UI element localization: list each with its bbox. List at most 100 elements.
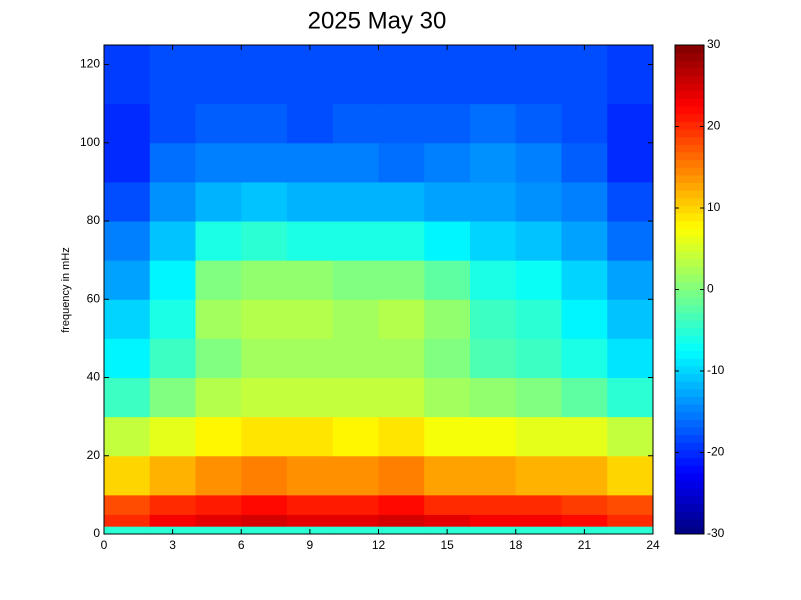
y-tick-label: 120 [80, 57, 100, 71]
heat-cell [515, 103, 562, 144]
heat-cell [607, 494, 654, 515]
colorbar-swatch [675, 373, 704, 382]
heat-cell [424, 514, 471, 527]
heat-cell [287, 416, 334, 457]
heat-cell [241, 45, 288, 105]
heat-cell [424, 455, 471, 496]
heat-cell [470, 299, 517, 339]
x-tick-label: 3 [169, 538, 176, 552]
y-axis-label: frequency in mHz [60, 247, 72, 333]
y-tick-label: 80 [87, 213, 101, 227]
heat-cell [470, 494, 517, 515]
heat-cell [104, 260, 151, 300]
colorbar-tick-label: -10 [707, 363, 725, 377]
y-tick-label: 60 [87, 291, 101, 305]
heat-cell [195, 377, 242, 418]
heat-cell [515, 260, 562, 300]
heat-cell [424, 142, 471, 183]
colorbar-swatch [675, 274, 704, 283]
colorbar-swatch [675, 213, 704, 222]
colorbar-swatch [675, 488, 704, 497]
heat-cell [287, 181, 334, 222]
x-tick-label: 24 [646, 538, 660, 552]
heat-cell [287, 455, 334, 496]
heat-cell [104, 416, 151, 457]
heat-cell [470, 514, 517, 527]
colorbar-tick-label: 20 [707, 119, 721, 133]
heat-cell [287, 221, 334, 261]
heat-cell [607, 338, 654, 379]
colorbar-swatch [675, 60, 704, 69]
heat-cell [470, 416, 517, 457]
heat-cell [332, 260, 379, 300]
colorbar-swatch [675, 350, 704, 359]
heat-cell [149, 142, 196, 183]
colorbar-swatch [675, 174, 704, 184]
colorbar-swatch [675, 52, 704, 61]
colorbar-swatch [675, 495, 704, 504]
colorbar-tick-label: 0 [707, 282, 714, 296]
colorbar-tick-label: 30 [707, 37, 721, 51]
colorbar-swatch [675, 503, 704, 512]
heat-cell [195, 455, 242, 496]
heat-cell [104, 181, 151, 222]
heat-cell [241, 455, 288, 496]
heat-cell [332, 455, 379, 496]
colorbar-swatch [675, 342, 704, 352]
heat-cell [195, 142, 242, 183]
heat-cell [515, 416, 562, 457]
heat-cell [332, 299, 379, 339]
heat-cell [149, 260, 196, 300]
colorbar-tick-label: -20 [707, 445, 725, 459]
colorbar-swatch [675, 526, 704, 535]
colorbar-swatch [675, 144, 704, 153]
heat-cell [104, 455, 151, 496]
colorbar-swatch [675, 365, 704, 375]
x-tick-label: 15 [440, 538, 454, 552]
heat-cell [104, 377, 151, 418]
heat-cell [424, 103, 471, 144]
x-tick-label: 12 [372, 538, 386, 552]
heat-cell [287, 338, 334, 379]
heat-cell [607, 455, 654, 496]
heat-cell [195, 260, 242, 300]
colorbar-swatch [675, 75, 704, 84]
heat-cell [515, 455, 562, 496]
heat-cell [195, 338, 242, 379]
heat-cell [332, 526, 379, 535]
heat-cell [470, 455, 517, 496]
heat-cell [378, 142, 425, 183]
heat-cell [241, 221, 288, 261]
colorbar-swatch [675, 205, 704, 214]
heat-cell [149, 338, 196, 379]
heat-cell [149, 45, 196, 105]
heat-cell [104, 221, 151, 261]
colorbar-swatch [675, 472, 704, 482]
heat-cell [332, 377, 379, 418]
heat-cell [195, 45, 242, 105]
heat-cell [424, 299, 471, 339]
heat-cell [607, 103, 654, 144]
heat-cell [424, 181, 471, 222]
colorbar-swatch [675, 465, 704, 474]
colorbar-swatch [675, 312, 704, 321]
colorbar-swatch [675, 457, 704, 466]
colorbar-swatch [675, 197, 704, 206]
y-tick-label: 0 [93, 526, 100, 540]
heat-cell [378, 377, 425, 418]
heat-cell [332, 142, 379, 183]
heat-cell [424, 260, 471, 300]
heat-cell [470, 181, 517, 222]
heat-cell [470, 45, 517, 105]
heat-cell [607, 416, 654, 457]
colorbar-swatch [675, 518, 704, 527]
heat-cell [332, 514, 379, 527]
heat-cell [195, 494, 242, 515]
heat-cell [515, 514, 562, 527]
heat-cell [378, 260, 425, 300]
x-tick-label: 18 [509, 538, 523, 552]
heat-cell [515, 338, 562, 379]
heat-cell [241, 299, 288, 339]
heat-cell [287, 377, 334, 418]
heat-cell [241, 514, 288, 527]
